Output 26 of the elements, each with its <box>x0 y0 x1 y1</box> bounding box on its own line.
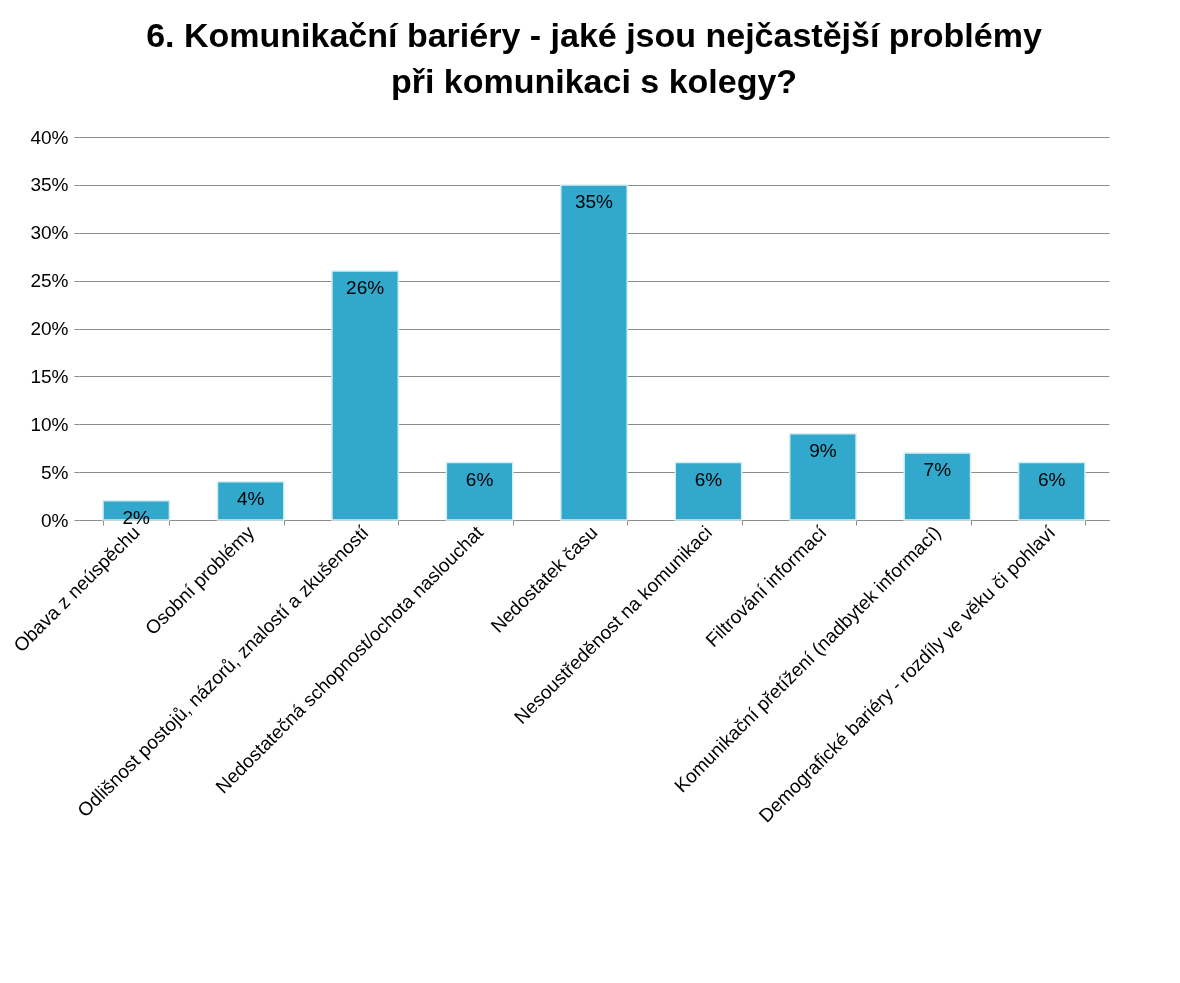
data-label: 6% <box>465 468 494 490</box>
bar <box>674 461 743 521</box>
bar <box>788 433 857 521</box>
y-tick-label: 10% <box>30 413 69 435</box>
chart-title: 6. Komunikační bariéry - jaké jsou nejčastější problémy při komunikaci s kolegy? <box>146 16 1042 100</box>
y-tick-label: 40% <box>30 126 69 148</box>
data-label: 7% <box>923 458 952 480</box>
data-label: 9% <box>809 439 837 461</box>
bar <box>560 184 628 521</box>
bar <box>1017 461 1086 521</box>
y-tick-label: 35% <box>30 174 69 196</box>
y-tick-label: 0% <box>41 509 69 531</box>
y-tick-label: 15% <box>30 365 69 387</box>
y-tick-label: 20% <box>30 318 69 339</box>
bar <box>331 270 400 521</box>
y-tick-label: 25% <box>30 270 69 292</box>
data-label: 6% <box>1038 468 1066 490</box>
y-tick-label: 5% <box>41 461 69 483</box>
bar <box>903 452 972 521</box>
bar <box>445 461 514 521</box>
bar <box>216 480 285 521</box>
data-label: 26% <box>346 277 385 299</box>
data-label: 4% <box>236 487 265 509</box>
data-label: 35% <box>574 190 614 212</box>
data-label: 6% <box>694 468 723 490</box>
y-tick-label: 30% <box>30 222 69 244</box>
